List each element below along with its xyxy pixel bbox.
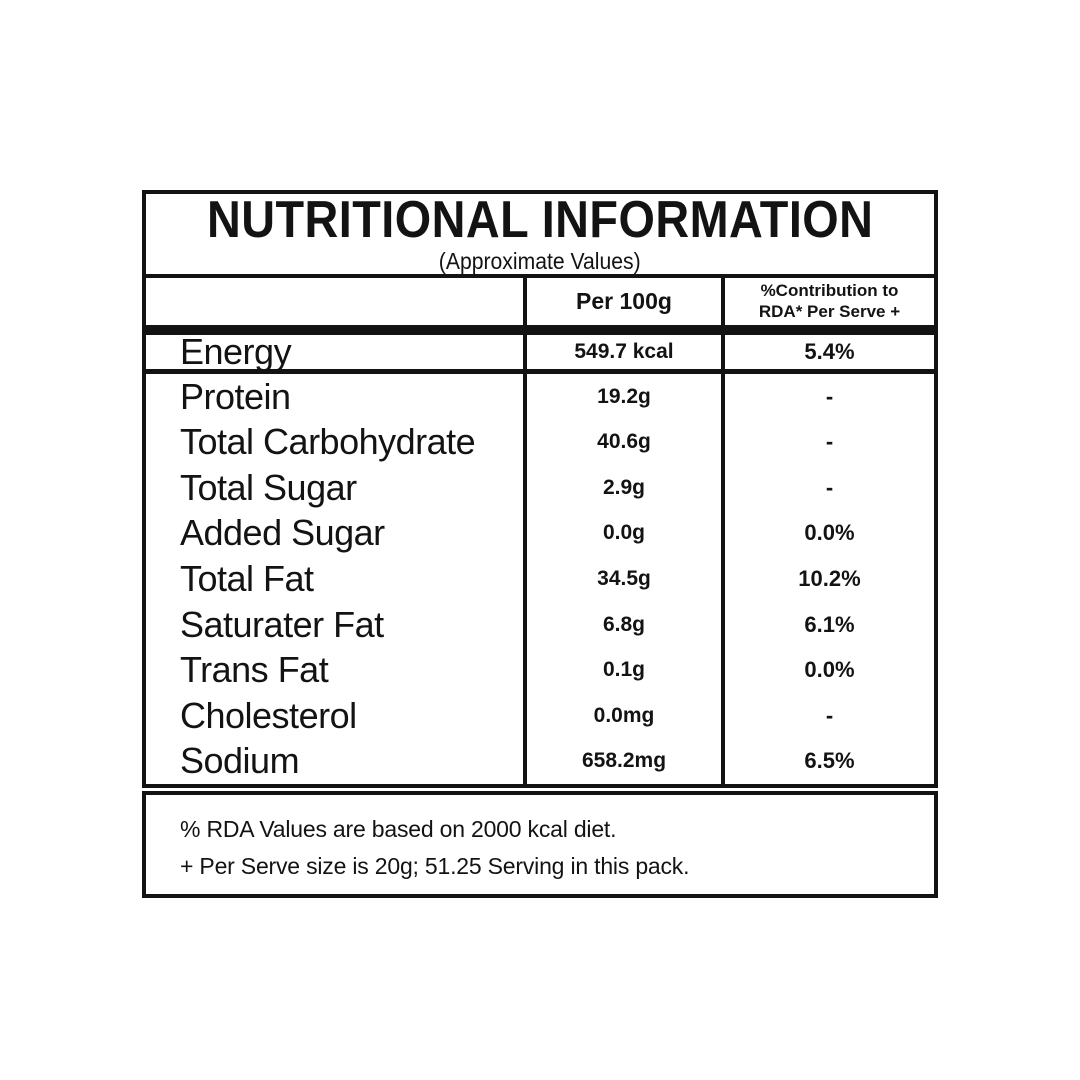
nutrient-name: Added Sugar bbox=[180, 512, 385, 554]
header-rda-label: %Contribution to RDA* Per Serve + bbox=[759, 281, 900, 322]
header-per-100g-cell: Per 100g bbox=[527, 278, 725, 325]
nutrition-label: NUTRITIONAL INFORMATION (Approximate Val… bbox=[142, 190, 938, 898]
table-row: Total Carbohydrate 40.6g - bbox=[146, 419, 934, 466]
nutrient-name: Total Sugar bbox=[180, 466, 357, 508]
energy-rda-cell: 5.4% bbox=[725, 335, 934, 369]
table-header-row: Per 100g %Contribution to RDA* Per Serve… bbox=[142, 278, 938, 329]
footnote-serving: + Per Serve size is 20g; 51.25 Serving i… bbox=[180, 853, 690, 879]
energy-name-cell: Energy bbox=[146, 331, 527, 372]
per-100g-value: 0.1g bbox=[602, 658, 646, 682]
rda-value: - bbox=[825, 702, 834, 728]
nutrient-name: Cholesterol bbox=[180, 694, 357, 736]
table-row: Total Sugar 2.9g - bbox=[146, 465, 934, 511]
nutrient-name: Protein bbox=[180, 375, 291, 417]
table-row: Protein 19.2g - bbox=[146, 374, 934, 420]
energy-row: Energy 549.7 kcal 5.4% bbox=[142, 329, 938, 374]
header-rda-line2: RDA* Per Serve + bbox=[758, 301, 901, 321]
table-row: Cholesterol 0.0mg - bbox=[146, 692, 934, 739]
rda-value: 6.5% bbox=[804, 748, 855, 774]
nutrient-name: Saturater Fat bbox=[180, 603, 384, 645]
rda-value: - bbox=[825, 474, 834, 500]
rda-value: - bbox=[825, 429, 834, 455]
per-100g-value: 549.7 kcal bbox=[574, 340, 674, 363]
page-subtitle: (Approximate Values) bbox=[439, 247, 641, 274]
rda-value: 0.0% bbox=[804, 520, 855, 546]
rda-value: 6.1% bbox=[804, 611, 855, 637]
per-100g-value: 658.2mg bbox=[581, 749, 667, 773]
table-row: Added Sugar 0.0g 0.0% bbox=[146, 510, 934, 557]
table-row: Total Fat 34.5g 10.2% bbox=[146, 556, 934, 602]
table-body: Protein 19.2g - Total Carbohydrate 40.6g… bbox=[142, 374, 938, 788]
rda-value: 10.2% bbox=[798, 566, 861, 592]
header-rda-line1: %Contribution to bbox=[760, 281, 899, 301]
header-nutrient-cell bbox=[146, 278, 527, 325]
per-100g-value: 2.9g bbox=[602, 475, 646, 499]
table-row: Trans Fat 0.1g 0.0% bbox=[146, 647, 934, 693]
table-row: Sodium 658.2mg 6.5% bbox=[146, 738, 934, 785]
per-100g-value: 19.2g bbox=[597, 384, 651, 408]
per-100g-value: 40.6g bbox=[597, 430, 651, 454]
rda-value: - bbox=[825, 383, 834, 409]
header-rda-cell: %Contribution to RDA* Per Serve + bbox=[725, 278, 934, 325]
nutrient-name: Total Carbohydrate bbox=[180, 421, 476, 463]
header-per-100g-label: Per 100g bbox=[576, 288, 672, 314]
per-100g-value: 0.0g bbox=[602, 521, 646, 545]
nutrient-name: Total Fat bbox=[180, 558, 314, 600]
table-row: Saturater Fat 6.8g 6.1% bbox=[146, 601, 934, 648]
title-box: NUTRITIONAL INFORMATION (Approximate Val… bbox=[142, 190, 938, 278]
per-100g-value: 0.0mg bbox=[593, 703, 655, 727]
rda-value: 5.4% bbox=[804, 339, 855, 364]
nutrient-name: Trans Fat bbox=[180, 649, 329, 691]
rda-value: 0.0% bbox=[804, 657, 855, 683]
footnote-rda: % RDA Values are based on 2000 kcal diet… bbox=[180, 816, 617, 842]
per-100g-value: 34.5g bbox=[597, 567, 651, 591]
energy-per-100g-cell: 549.7 kcal bbox=[527, 335, 725, 369]
page-title: NUTRITIONAL INFORMATION bbox=[206, 190, 874, 249]
footnotes-box: % RDA Values are based on 2000 kcal diet… bbox=[142, 791, 938, 898]
per-100g-value: 6.8g bbox=[602, 612, 646, 636]
nutrient-name: Energy bbox=[180, 331, 292, 372]
nutrient-name: Sodium bbox=[180, 740, 300, 782]
